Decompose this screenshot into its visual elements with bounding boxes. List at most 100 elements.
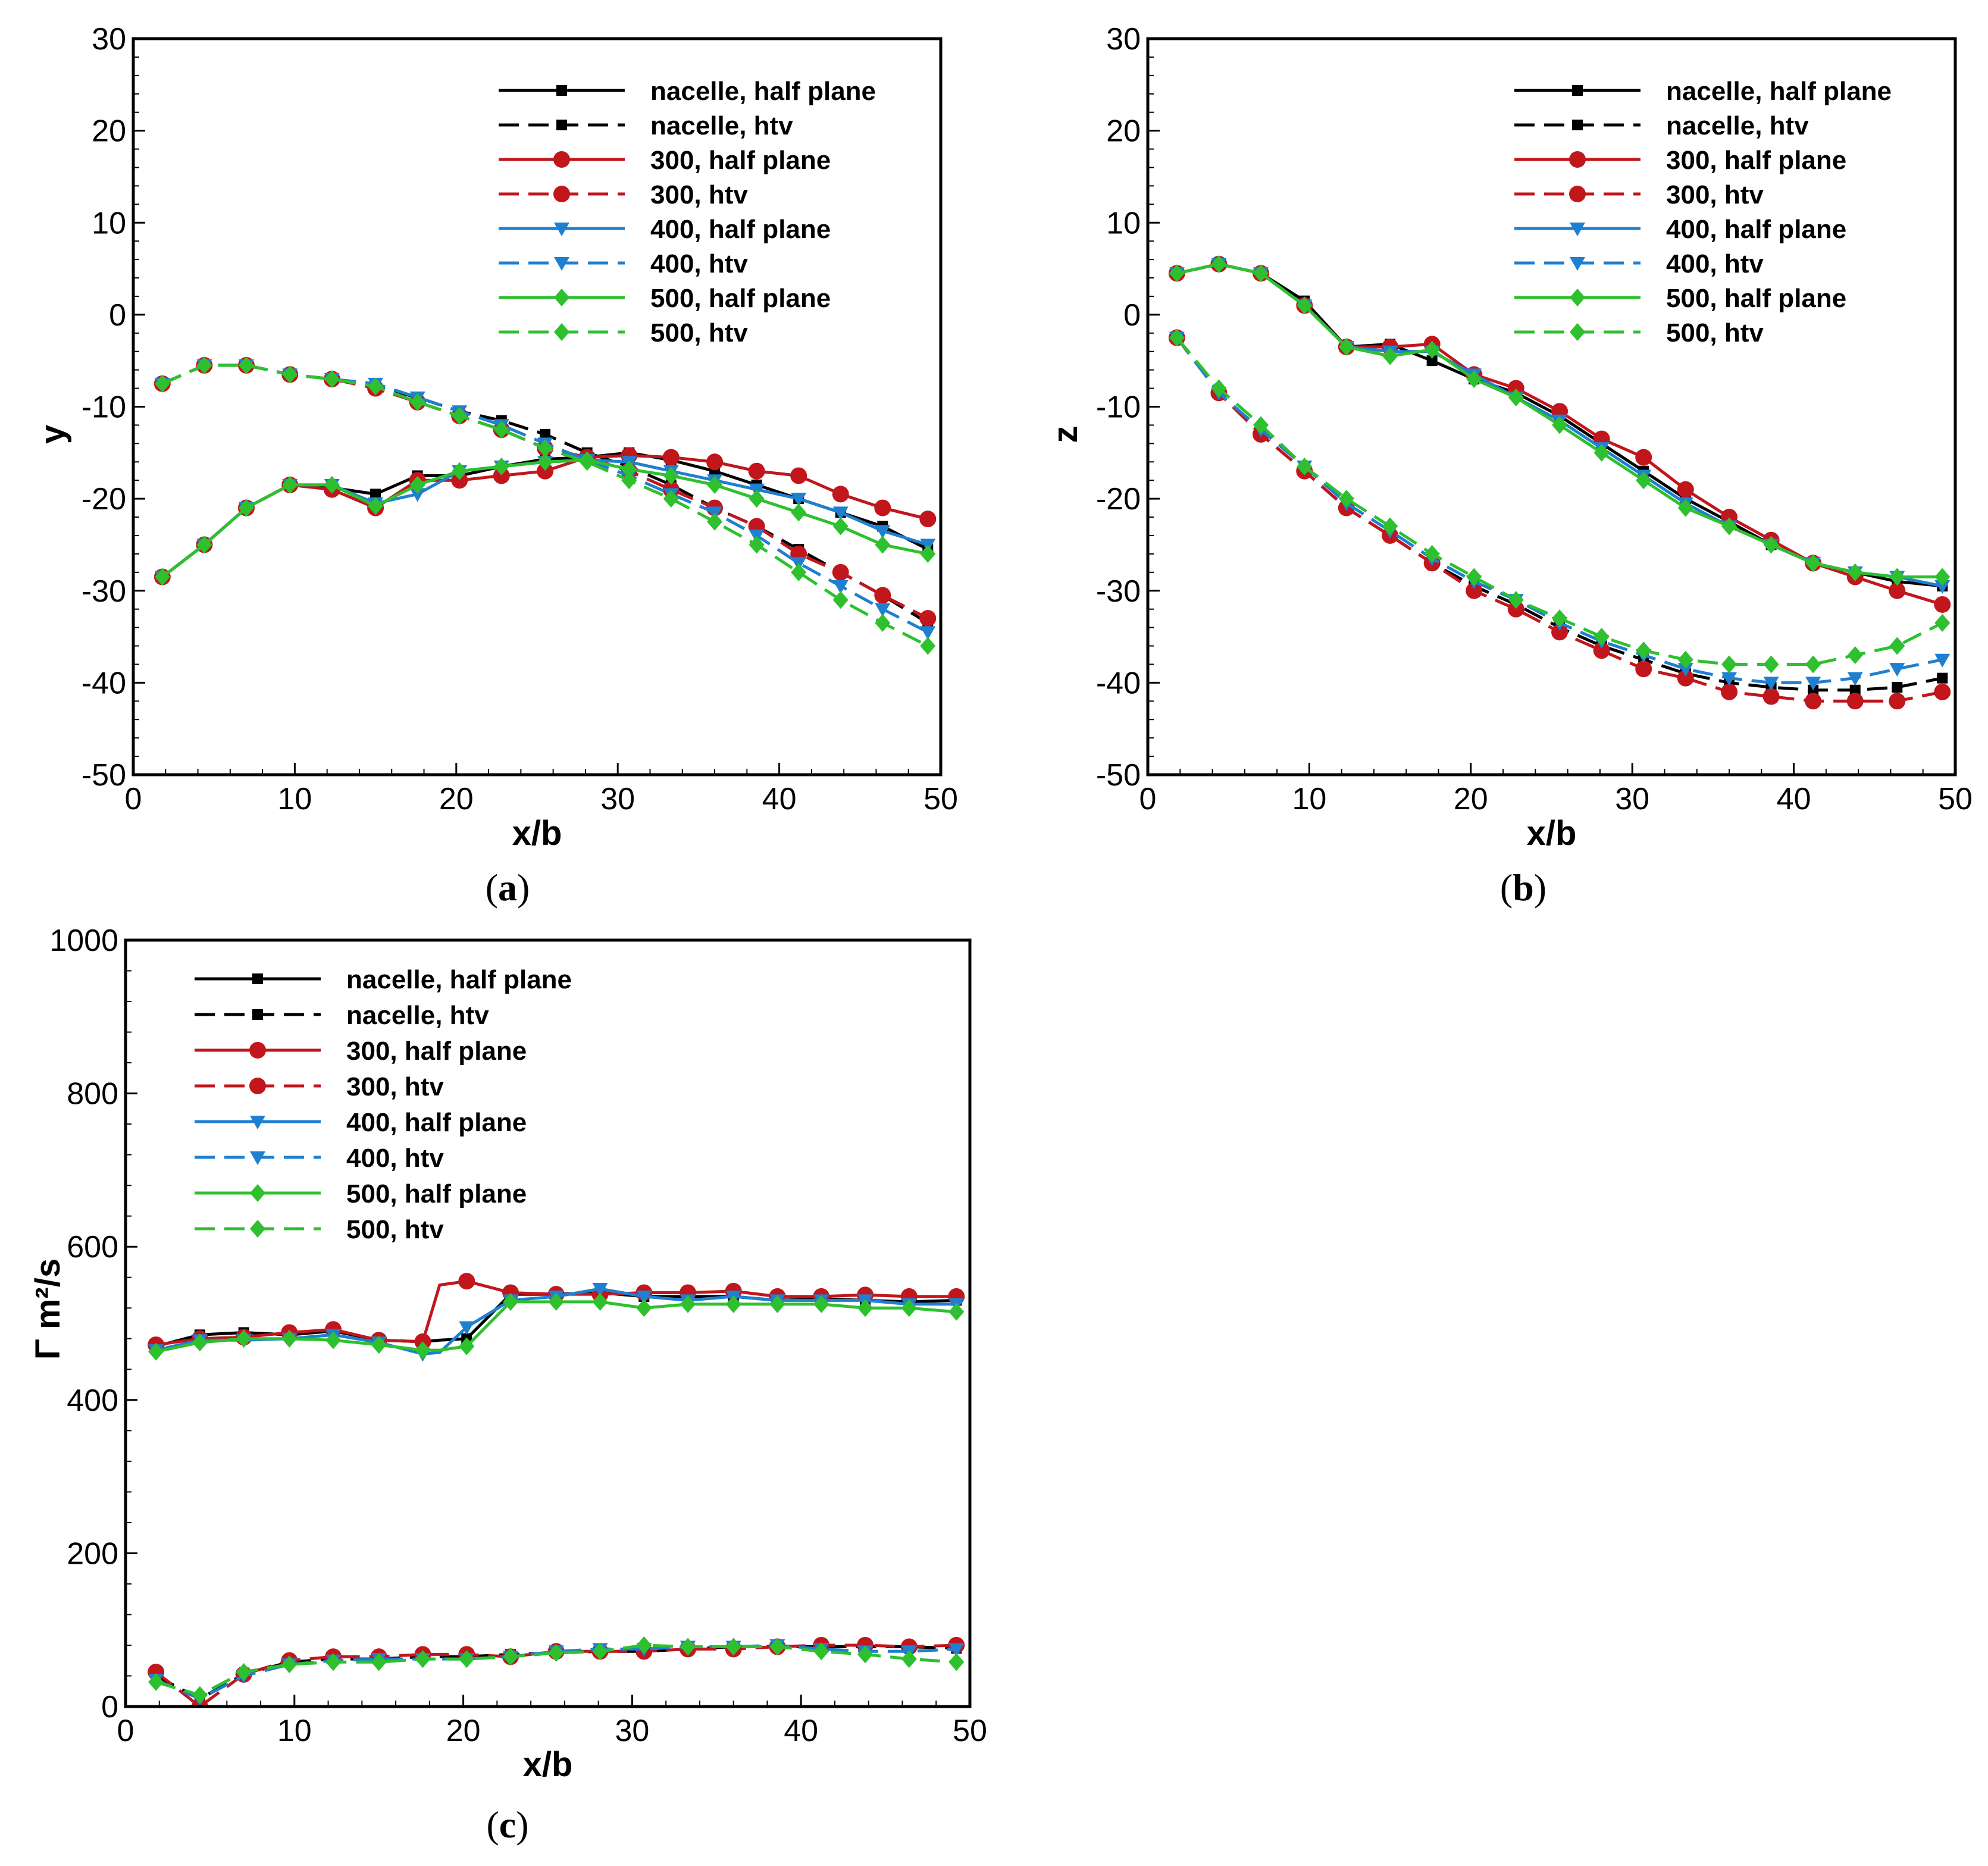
data-point [1934,596,1951,613]
data-point [1169,264,1185,283]
y-tick-label: -20 [1096,482,1141,516]
data-point [621,460,637,478]
data-point [371,1336,387,1354]
plot-frame [1146,37,1957,777]
data-point [1593,443,1610,462]
legend-marker [252,1009,263,1020]
data-point [920,637,936,655]
legend-label: nacelle, htv [1666,111,1809,140]
data-point [725,1638,741,1656]
x-tick-label: 40 [784,1714,818,1748]
x-tick-label: 30 [615,1714,649,1748]
data-point [537,439,553,458]
caption-b: (b) [1500,866,1546,909]
data-point [459,1321,475,1335]
y-tick-label: 0 [109,298,126,333]
data-point [874,499,891,516]
legend-marker [554,223,569,236]
legend-label: 400, htv [1666,249,1764,278]
data-point [548,1292,564,1311]
data-point [1934,613,1951,632]
legend-label: 300, htv [1666,180,1764,209]
series-300-htv [154,356,937,627]
data-point [663,467,679,485]
data-point [875,525,891,539]
data-point [236,1663,252,1682]
legend-marker [1572,85,1583,96]
data-point [832,563,849,581]
data-point [493,458,509,476]
series-line [1175,336,1943,703]
data-point [875,536,891,554]
legend-marker [1570,223,1585,236]
legend-marker [1570,257,1585,271]
data-point [832,591,849,609]
data-point [192,1686,208,1704]
y-tick-label: 600 [67,1230,118,1264]
data-point [1934,568,1951,586]
y-tick-label: -50 [82,758,126,793]
data-point [368,497,384,515]
legend-label: 300, htv [650,180,748,209]
data-point [1551,624,1569,641]
legend-marker [250,1116,265,1129]
x-tick-label: 40 [1777,782,1811,816]
data-point [707,475,723,494]
y-tick-label: 30 [92,22,126,57]
legend-label: 500, htv [346,1215,444,1244]
y-tick-label: 0 [101,1690,118,1724]
data-point [1805,554,1821,572]
data-point [875,603,891,617]
data-point [1721,517,1737,536]
data-point [857,1645,874,1664]
data-point [1593,642,1610,659]
series-line [161,364,929,625]
data-point [154,568,170,586]
data-point [196,356,212,374]
data-point [636,1290,652,1304]
data-point [452,406,468,425]
plot-frame [132,37,943,777]
data-point [663,490,679,508]
data-point [1636,471,1652,490]
data-point [415,1650,431,1668]
data-point [1846,693,1864,710]
data-point [832,506,849,521]
series-300-htv [1168,329,1951,710]
data-point [415,1341,431,1360]
data-point [749,536,765,554]
legend-marker [250,1151,265,1165]
legend-label: 400, half plane [1666,215,1846,244]
data-point [1847,646,1863,664]
x-tick-label: 0 [117,1714,134,1748]
data-point [1721,655,1737,674]
legend-marker [554,289,569,306]
data-point [1552,609,1568,628]
legend-marker [249,1078,266,1094]
data-point [707,512,723,531]
legend-label: 500, half plane [650,284,831,313]
data-point [1889,568,1905,586]
x-tick-label: 40 [762,782,797,816]
data-point [592,1292,608,1311]
legend-marker [1569,186,1586,202]
legend-marker [250,1184,265,1202]
data-point [1805,693,1822,710]
data-point [1211,379,1227,397]
legend-marker [556,85,567,96]
chart-c: 0 10 20 30 40 50 0 200 400 600 800 1000 x/b Γ m²/s nac… [29,923,987,1784]
data-point [1552,416,1568,434]
x-axis-label: x/b [512,814,562,853]
data-point [749,490,765,508]
legend-marker [556,120,567,130]
series-500-htv [148,1636,965,1704]
legend-label: 500, htv [650,318,748,347]
data-point [1762,688,1780,705]
data-point [706,453,724,471]
data-point [1382,347,1398,365]
data-point [769,1638,785,1656]
legend-label: 400, htv [650,249,748,278]
data-point [282,475,298,494]
series-line [1176,262,1943,606]
x-tick-label: 30 [600,782,635,816]
